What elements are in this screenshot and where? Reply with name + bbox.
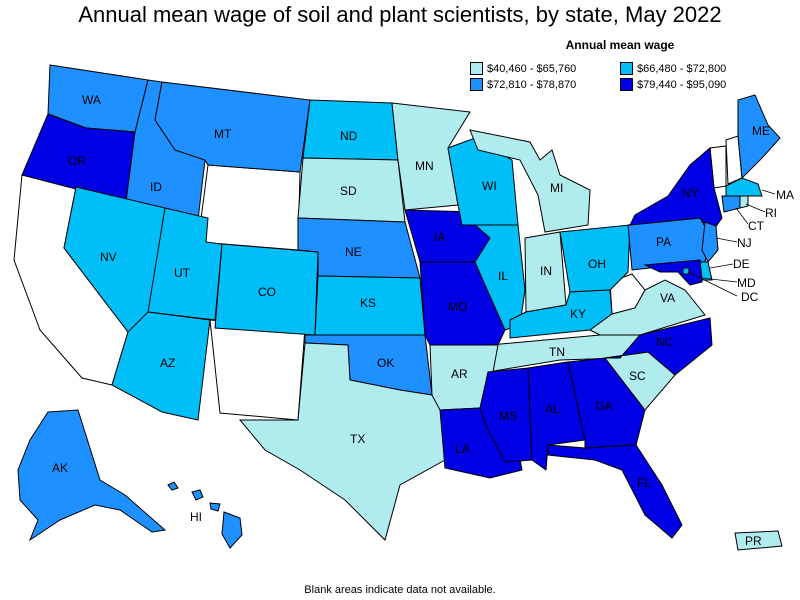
state-AZ: [111, 311, 211, 421]
legend-item-lowest: $40,460 - $65,760: [470, 62, 620, 75]
label-MI: MI: [550, 181, 563, 195]
legend-item-third: $72,810 - $78,870: [470, 78, 620, 91]
label-NE: NE: [345, 245, 362, 259]
label-SC: SC: [629, 369, 646, 383]
label-KY: KY: [570, 307, 586, 321]
label-MA: MA: [776, 188, 794, 202]
label-ME: ME: [752, 124, 770, 138]
state-NJ: [701, 221, 719, 263]
legend-item-second: $66,480 - $72,800: [620, 62, 770, 75]
legend-items: $40,460 - $65,760 $66,480 - $72,800 $72,…: [470, 62, 770, 91]
legend-label: $72,810 - $78,870: [487, 78, 577, 91]
state-VA: [589, 279, 706, 336]
label-NV: NV: [100, 250, 117, 264]
leader-de: [709, 263, 734, 269]
state-NC: [604, 317, 713, 376]
label-IN: IN: [540, 264, 552, 278]
state-KY: [509, 289, 613, 339]
label-HI: HI: [190, 510, 202, 524]
label-MN: MN: [415, 159, 434, 173]
leader-ct: [735, 207, 749, 225]
label-AZ: AZ: [160, 356, 175, 370]
label-AK: AK: [52, 461, 68, 475]
legend-item-highest: $79,440 - $95,090: [620, 78, 770, 91]
legend-title: Annual mean wage: [565, 38, 675, 52]
label-NJ: NJ: [737, 236, 752, 250]
leader-ri: [745, 203, 766, 213]
state-MI: [469, 129, 591, 233]
label-IL: IL: [498, 269, 508, 283]
label-TX: TX: [350, 432, 365, 446]
label-CT: CT: [748, 219, 765, 233]
legend-label: $66,480 - $72,800: [637, 62, 727, 75]
label-NC: NC: [656, 335, 674, 349]
label-IA: IA: [434, 230, 445, 244]
leader-md: [701, 277, 738, 283]
label-MS: MS: [499, 409, 517, 423]
label-PR: PR: [745, 534, 762, 548]
label-PA: PA: [656, 235, 671, 249]
state-FL: [547, 444, 683, 539]
label-ID: ID: [150, 180, 162, 194]
label-MD: MD: [737, 276, 756, 290]
state-TX: [238, 342, 446, 541]
legend-swatch: [470, 62, 483, 75]
label-WA: WA: [82, 93, 101, 107]
label-GA: GA: [595, 399, 612, 413]
label-MO: MO: [448, 300, 467, 314]
label-TN: TN: [549, 345, 565, 359]
state-PR: [734, 530, 783, 551]
label-DC: DC: [741, 290, 759, 304]
label-MT: MT: [214, 127, 232, 141]
state-WY: [197, 164, 301, 251]
label-OK: OK: [377, 356, 394, 370]
label-AL: AL: [545, 402, 560, 416]
label-NY: NY: [682, 186, 699, 200]
label-RI: RI: [765, 206, 777, 220]
label-OR: OR: [68, 154, 86, 168]
label-KS: KS: [360, 296, 376, 310]
map-title: Annual mean wage of soil and plant scien…: [78, 2, 722, 27]
label-DE: DE: [733, 257, 750, 271]
state-MD: [643, 259, 703, 286]
label-UT: UT: [174, 266, 191, 280]
state-HI: [167, 481, 243, 549]
legend-swatch: [620, 78, 633, 91]
leader-ma: [761, 189, 776, 195]
state-RI: [739, 195, 749, 209]
legend-label: $79,440 - $95,090: [637, 78, 727, 91]
legend-label: $40,460 - $65,760: [487, 62, 577, 75]
label-AR: AR: [451, 367, 468, 381]
label-VA: VA: [660, 291, 675, 305]
label-WI: WI: [482, 179, 497, 193]
label-CO: CO: [258, 285, 276, 299]
leader-nj: [715, 237, 738, 243]
legend-swatch: [470, 78, 483, 91]
label-ND: ND: [340, 129, 358, 143]
label-SD: SD: [340, 184, 357, 198]
label-LA: LA: [455, 442, 470, 456]
state-ME: [737, 94, 781, 180]
state-NM: [209, 319, 306, 421]
state-AK: [17, 409, 167, 542]
state-DC: [682, 267, 690, 275]
label-OH: OH: [588, 257, 606, 271]
legend-swatch: [620, 62, 633, 75]
label-FL: FL: [637, 476, 651, 490]
state-NY: [629, 147, 723, 233]
state-IL: [473, 224, 526, 331]
leader-dc: [687, 271, 738, 297]
footnote: Blank areas indicate data not available.: [304, 584, 496, 596]
legend: Annual mean wage $40,460 - $65,760 $66,4…: [470, 38, 770, 91]
